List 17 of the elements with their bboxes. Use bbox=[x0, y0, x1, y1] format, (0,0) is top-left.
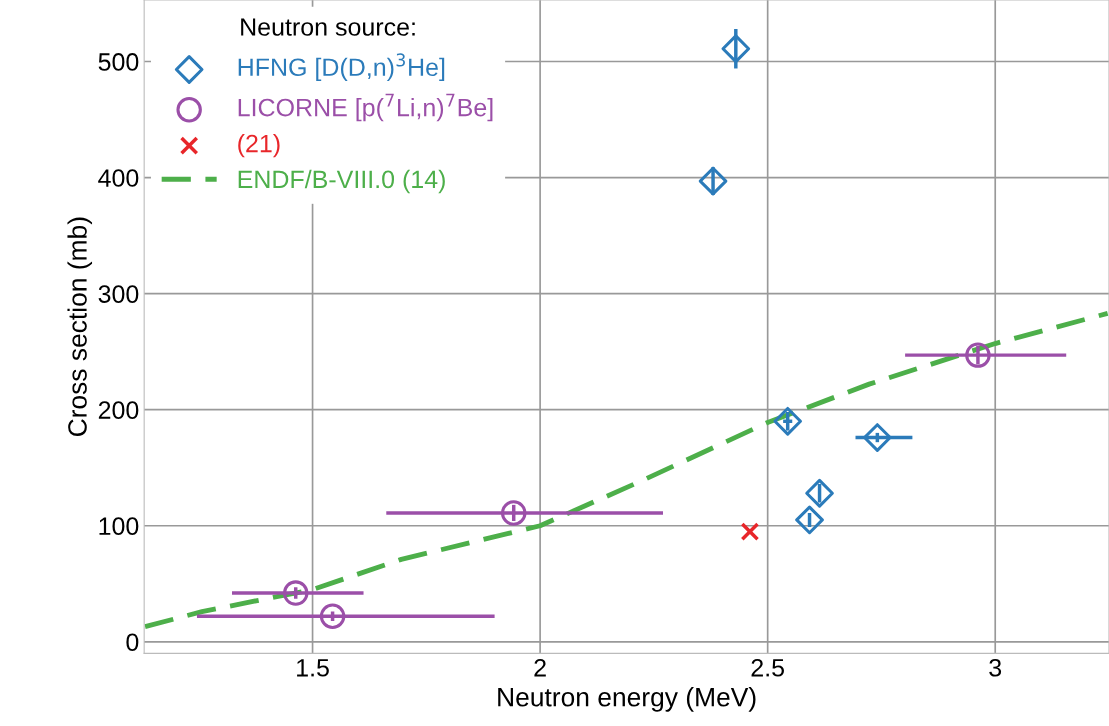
y-tick-label: 300 bbox=[98, 285, 139, 303]
legend-label: (21) bbox=[238, 134, 280, 158]
x-tick-label: 2 bbox=[534, 658, 546, 677]
legend-title: Neutron source: bbox=[241, 18, 415, 36]
legend-label: LICORNE [p($^{7}$Li,n)$^{7}$Be] bbox=[238, 93, 493, 122]
x-axis-title: Neutron energy (MeV) bbox=[498, 687, 756, 712]
x-tick-label: 2.5 bbox=[751, 658, 784, 677]
legend-label: HFNG [D(D,n)$^{3}$He] bbox=[238, 53, 445, 82]
y-axis-title: Cross section (mb) bbox=[67, 217, 93, 437]
x-tick-label: 1.5 bbox=[297, 659, 329, 677]
y-tick-label: 100 bbox=[99, 517, 139, 536]
y-tick-label: 400 bbox=[98, 169, 139, 187]
y-tick-label: 0 bbox=[126, 633, 139, 652]
legend-label: ENDF/B-VIII.0 (14) bbox=[238, 169, 445, 194]
y-tick-label: 200 bbox=[98, 401, 139, 419]
x-tick-label: 3 bbox=[989, 658, 1002, 677]
y-tick-label: 500 bbox=[98, 53, 139, 71]
